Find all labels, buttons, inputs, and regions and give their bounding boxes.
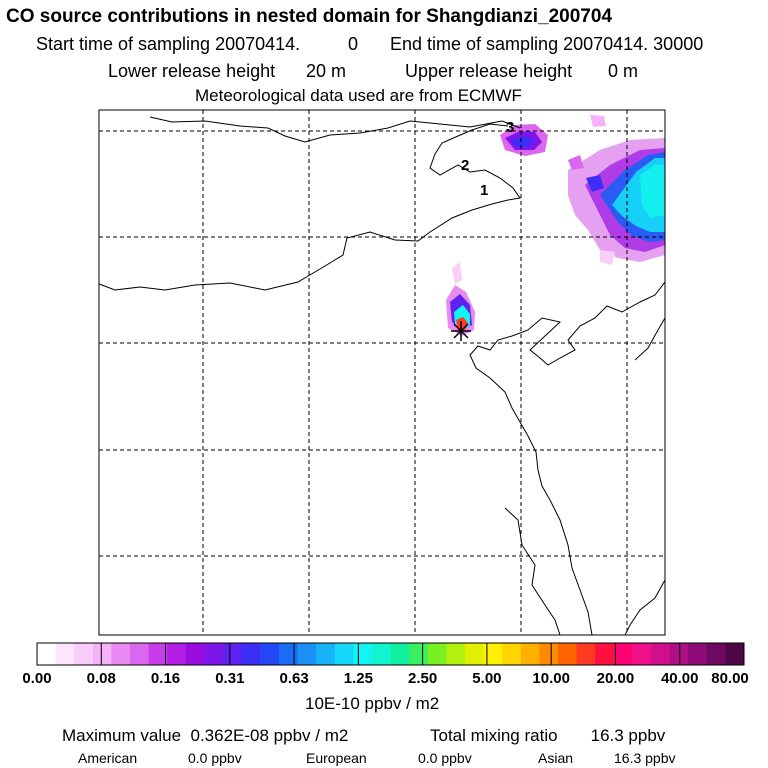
- colorbar-tick-label: 0.00: [22, 670, 52, 687]
- start-time-value: 0: [348, 34, 359, 54]
- european-label: European: [306, 750, 367, 766]
- colorbar-tick-label: 5.00: [472, 670, 502, 687]
- map-boundaries: [99, 116, 665, 635]
- colorbar-tick-label: 0.63: [279, 670, 309, 687]
- border-inner: [504, 507, 561, 635]
- total-mixing-label: Total mixing ratio: [430, 726, 558, 745]
- colorbar-tick-label: 0.08: [86, 670, 116, 687]
- border-southeast: [624, 579, 665, 635]
- colorbar-cell: [371, 643, 391, 665]
- colorbar-cell: [539, 643, 559, 665]
- colorbar-cell: [167, 643, 187, 665]
- colorbar-cell: [725, 643, 745, 665]
- colorbar-tick-label: 0.16: [150, 670, 181, 687]
- border-northeast: [634, 317, 665, 361]
- colorbar-frame: [36, 642, 745, 666]
- colorbar-cell: [148, 643, 168, 665]
- colorbar-cell: [130, 643, 150, 665]
- colorbar-cell: [185, 643, 205, 665]
- colorbar-cell: [92, 643, 112, 665]
- lower-release-value: 20 m: [306, 61, 347, 81]
- colorbar-cell: [464, 643, 485, 665]
- map-grid: [99, 110, 665, 635]
- max-value: Maximum value 0.362E-08 ppbv / m2: [62, 726, 348, 746]
- met-data-source: Meteorological data used are from ECMWF: [195, 86, 522, 105]
- colorbar-cell: [483, 643, 503, 665]
- colorbar-cell: [576, 643, 596, 665]
- colorbar-cell: [446, 643, 466, 665]
- colorbar-cell: [390, 643, 410, 665]
- colorbar-units: 10E-10 ppbv / m2: [305, 694, 440, 713]
- start-time-label: Start time of sampling 20070414.: [36, 34, 301, 54]
- colorbar-tick-label: 2.50: [408, 670, 438, 687]
- colorbar-cell: [204, 643, 224, 665]
- asian-label: Asian: [538, 750, 574, 766]
- coastline-east: [469, 281, 665, 635]
- colorbar-cell: [37, 643, 57, 665]
- colorbar-cell: [632, 643, 652, 665]
- colorbar-major-dividers: [100, 643, 681, 665]
- border-north: [149, 116, 521, 143]
- colorbar-tick-label: 20.00: [596, 670, 635, 687]
- colorbar-cell: [669, 643, 689, 665]
- asian-value: 16.3 ppbv: [614, 750, 676, 766]
- total-mixing-value: 16.3 ppbv: [590, 726, 666, 745]
- annotation-2: 2: [461, 157, 469, 174]
- colorbar-cell: [260, 643, 280, 665]
- annotation-3: 3: [506, 119, 514, 136]
- map-frame: [98, 109, 666, 636]
- colorbar-cell: [111, 643, 131, 665]
- colorbar-cell: [353, 643, 373, 665]
- colorbar-cell: [297, 643, 317, 665]
- receptor-star-icon: [451, 321, 471, 341]
- end-time-label: End time of sampling 20070414. 30000: [390, 34, 704, 54]
- total-mixing-ratio: Total mixing ratio 16.3 ppbv: [430, 726, 665, 746]
- lower-release-label: Lower release height: [108, 61, 276, 81]
- colorbar-cell: [74, 643, 94, 665]
- colorbar-cell: [650, 643, 671, 665]
- colorbar-cell: [409, 643, 429, 665]
- max-value-number: 0.362E-08 ppbv / m2: [190, 726, 349, 745]
- colorbar-tick-label: 40.00: [660, 670, 699, 687]
- american-value: 0.0 ppbv: [188, 750, 242, 766]
- colorbar-cell: [688, 643, 708, 665]
- colorbar-cell: [427, 643, 447, 665]
- colorbar-cell: [613, 643, 633, 665]
- colorbar-cell: [706, 643, 726, 665]
- upper-release-value: 0 m: [608, 61, 639, 81]
- colorbar-cell: [502, 643, 522, 665]
- colorbar-cell: [223, 643, 243, 665]
- max-value-label: Maximum value: [62, 726, 182, 745]
- border-mid: [99, 123, 521, 291]
- european-value: 0.0 ppbv: [418, 750, 472, 766]
- colorbar-cell: [595, 643, 615, 665]
- colorbar-cell: [334, 643, 354, 665]
- annotation-1: 1: [480, 182, 488, 199]
- plot-title: CO source contributions in nested domain…: [6, 6, 613, 27]
- american-label: American: [78, 750, 138, 766]
- colorbar-cell: [278, 643, 298, 665]
- colorbar-cells: [37, 643, 745, 665]
- upper-release-label: Upper release height: [405, 61, 573, 81]
- colorbar-tick-label: 1.25: [343, 670, 373, 687]
- colorbar-cell: [557, 643, 578, 665]
- plume-northeast: [568, 115, 665, 265]
- colorbar-tick-label: 80.00: [711, 670, 749, 687]
- plume-north: [500, 124, 548, 156]
- colorbar-cell: [520, 643, 540, 665]
- colorbar-tick-label: 10.00: [532, 670, 570, 687]
- colorbar-cell: [55, 643, 75, 665]
- colorbar-cell: [316, 643, 336, 665]
- colorbar-tick-label: 0.31: [215, 670, 245, 687]
- colorbar-cell: [241, 643, 261, 665]
